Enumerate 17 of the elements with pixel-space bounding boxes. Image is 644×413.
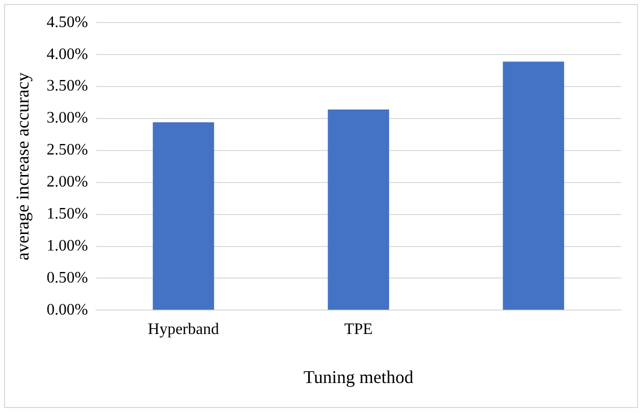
y-tick-label: 4.00% xyxy=(46,46,88,63)
y-tick-label: 0.00% xyxy=(46,301,88,318)
y-tick-label: 0.50% xyxy=(46,269,88,286)
y-tick-label: 3.00% xyxy=(46,110,88,127)
bar xyxy=(152,122,214,310)
x-tick-label: TPE xyxy=(344,321,373,338)
x-tick-label: Hyperband xyxy=(148,321,219,338)
y-axis-title: average increase accuracy xyxy=(12,72,33,260)
y-tick-label: 1.00% xyxy=(46,237,88,254)
y-tick-label: 2.50% xyxy=(46,142,88,159)
y-tick-label: 2.00% xyxy=(46,174,88,191)
y-tick-label: 4.50% xyxy=(46,14,88,31)
y-tick-label: 1.50% xyxy=(46,206,88,223)
bar xyxy=(502,62,564,310)
bar xyxy=(328,110,390,310)
y-tick-label: 3.50% xyxy=(46,78,88,95)
x-axis-title: Tuning method xyxy=(304,366,414,387)
